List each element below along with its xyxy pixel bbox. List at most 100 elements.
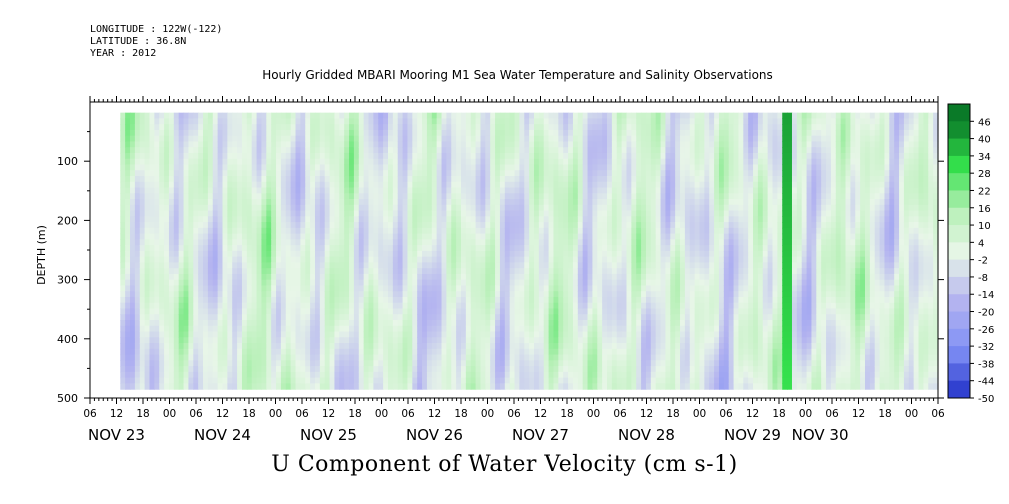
heatmap-cell [426, 216, 433, 223]
heatmap-cell [495, 383, 501, 390]
heatmap-cell [198, 164, 204, 171]
heatmap-cell [164, 204, 170, 212]
heatmap-cell [222, 325, 228, 333]
heatmap-cell [227, 216, 233, 223]
heatmap-cell [470, 216, 477, 223]
heatmap-cell [602, 118, 608, 125]
heatmap-cell [597, 325, 603, 333]
heatmap-cell [285, 314, 292, 321]
heatmap-cell [558, 366, 564, 373]
heatmap-cell [188, 279, 194, 287]
heatmap-cell [154, 273, 160, 281]
heatmap-cell [465, 366, 472, 373]
heatmap-cell [261, 256, 267, 264]
heatmap-cell [280, 302, 287, 310]
heatmap-cell [339, 371, 345, 379]
heatmap-cell [387, 262, 394, 269]
heatmap-cell [276, 279, 282, 287]
heatmap-cell [529, 302, 535, 310]
heatmap-cell [616, 256, 623, 264]
heatmap-cell [563, 129, 569, 137]
heatmap-cell [324, 354, 331, 361]
heatmap-cell [222, 291, 228, 298]
heatmap-cell [295, 296, 301, 304]
heatmap-cell [592, 158, 598, 166]
heatmap-cell [300, 343, 306, 350]
heatmap-cell [217, 337, 224, 344]
heatmap-cell [412, 164, 418, 171]
heatmap-cell [134, 141, 141, 148]
heatmap-cell [305, 135, 311, 143]
heatmap-cell [334, 199, 340, 206]
heatmap-cell [392, 320, 399, 327]
heatmap-cell [232, 187, 238, 194]
heatmap-cell [475, 158, 482, 166]
heatmap-cell [529, 325, 535, 333]
heatmap-cell [451, 268, 457, 275]
heatmap-cell [441, 325, 447, 333]
heatmap-cell [271, 158, 277, 166]
heatmap-cell [543, 343, 550, 350]
heatmap-cell [509, 314, 516, 321]
heatmap-cell [543, 187, 550, 194]
heatmap-cell [548, 170, 555, 177]
heatmap-cell [514, 291, 521, 298]
heatmap-cell [178, 233, 185, 240]
heatmap-cell [130, 233, 136, 240]
heatmap-cell [139, 291, 146, 298]
heatmap-cell [572, 129, 579, 137]
heatmap-cell [353, 371, 360, 379]
heatmap-cell [387, 325, 394, 333]
heatmap-cell [188, 250, 194, 258]
heatmap-cell [397, 193, 404, 200]
heatmap-cell [436, 377, 443, 384]
heatmap-cell [446, 348, 452, 356]
heatmap-cell [461, 147, 467, 154]
heatmap-cell [368, 262, 374, 269]
heatmap-cell [207, 158, 214, 166]
heatmap-cell [251, 360, 258, 367]
heatmap-cell [470, 141, 477, 148]
heatmap-cell [524, 216, 530, 223]
heatmap-cell [285, 227, 292, 235]
heatmap-cell [203, 348, 209, 356]
heatmap-cell [577, 320, 584, 327]
heatmap-cell [568, 187, 574, 194]
heatmap-cell [349, 239, 355, 246]
heatmap-cell [538, 239, 545, 246]
heatmap-cell [548, 222, 555, 229]
heatmap-cell [222, 366, 228, 373]
heatmap-cell [344, 314, 350, 321]
heatmap-cell [504, 279, 511, 287]
heatmap-cell [349, 360, 355, 367]
heatmap-cell [134, 245, 141, 252]
heatmap-cell [256, 129, 263, 137]
heatmap-cell [237, 256, 243, 264]
heatmap-cell [397, 343, 404, 350]
heatmap-cell [587, 337, 594, 344]
heatmap-cell [611, 296, 618, 304]
heatmap-cell [397, 222, 404, 229]
heatmap-cell [417, 239, 423, 246]
heatmap-cell [334, 337, 340, 344]
heatmap-cell [475, 176, 482, 183]
heatmap-cell [256, 268, 263, 275]
heatmap-cell [436, 187, 443, 194]
heatmap-cell [529, 158, 535, 166]
heatmap-cell [251, 285, 258, 292]
heatmap-cell [154, 152, 160, 160]
heatmap-cell [222, 348, 228, 356]
heatmap-cell [246, 250, 253, 258]
heatmap-cell [300, 245, 306, 252]
heatmap-cell [314, 181, 321, 189]
heatmap-cell [602, 262, 608, 269]
heatmap-cell [178, 314, 185, 321]
heatmap-cell [422, 245, 428, 252]
heatmap-cell [543, 314, 550, 321]
heatmap-cell [456, 291, 462, 298]
heatmap-cell [621, 285, 628, 292]
heatmap-cell [519, 296, 525, 304]
heatmap-cell [271, 193, 277, 200]
heatmap-cell [514, 141, 521, 148]
heatmap-cell [407, 343, 413, 350]
